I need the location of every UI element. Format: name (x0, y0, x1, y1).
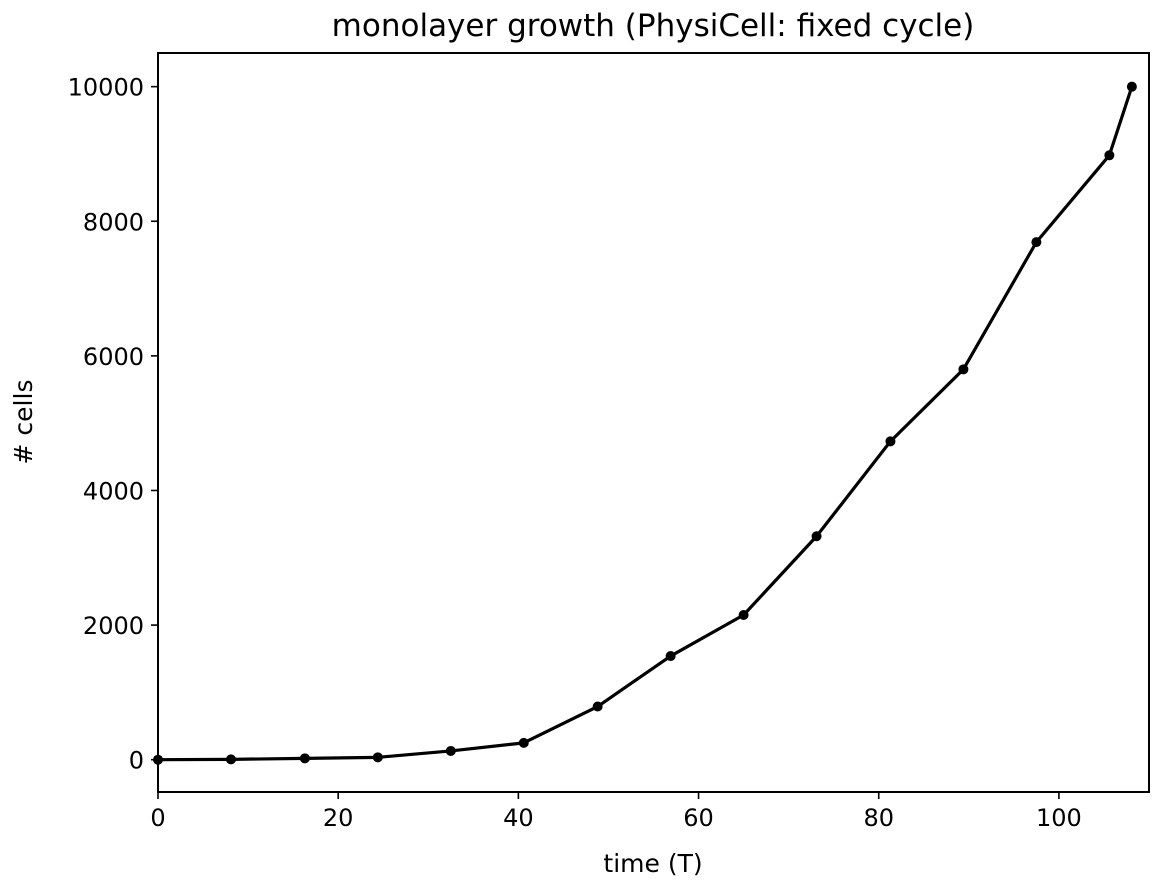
x-tick-label: 80 (863, 804, 894, 832)
x-tick-label: 100 (1036, 804, 1082, 832)
chart-title: monolayer growth (PhysiCell: fixed cycle… (332, 8, 975, 44)
data-point (299, 753, 310, 764)
data-point (958, 364, 969, 375)
x-tick-label: 20 (323, 804, 354, 832)
series-group (153, 81, 1137, 765)
data-point (153, 754, 163, 765)
y-tick-label: 2000 (83, 612, 144, 640)
y-tick-label: 4000 (83, 477, 144, 505)
data-point (1031, 237, 1042, 248)
data-point (372, 752, 383, 763)
data-point (1104, 150, 1115, 161)
data-point (1126, 81, 1137, 92)
y-tick-label: 6000 (83, 343, 144, 371)
x-axis: 0 20 40 60 80 100 (150, 792, 1082, 832)
plot-area (157, 52, 1150, 793)
y-axis-label: # cells (9, 380, 38, 465)
y-tick-label: 10000 (68, 74, 144, 102)
data-point (592, 701, 603, 712)
plot-frame (157, 52, 1150, 793)
y-tick-label: 8000 (83, 208, 144, 236)
y-tick-label: 0 (129, 747, 144, 775)
series-line (157, 86, 1134, 762)
data-point (811, 531, 822, 542)
data-point (445, 745, 456, 756)
x-axis-label: time (T) (603, 849, 702, 878)
x-tick-label: 0 (150, 804, 165, 832)
y-axis: 0 2000 4000 6000 8000 10000 (68, 74, 158, 775)
data-point (225, 754, 236, 765)
data-point (885, 436, 896, 447)
data-point (665, 651, 676, 662)
x-tick-label: 40 (503, 804, 534, 832)
data-point (518, 737, 529, 748)
x-tick-label: 60 (683, 804, 714, 832)
data-point (738, 609, 749, 620)
